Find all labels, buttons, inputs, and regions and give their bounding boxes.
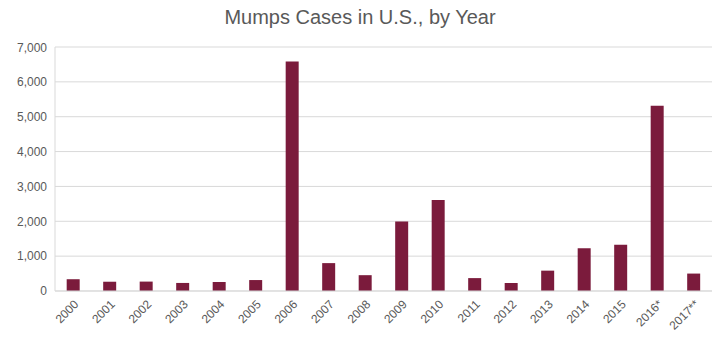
svg-text:2005: 2005 (235, 297, 264, 326)
svg-text:5,000: 5,000 (17, 110, 47, 124)
svg-text:0: 0 (40, 284, 47, 298)
html-text:Mumps Cases in U.S., by Year: Mumps Cases in U.S., by Year (224, 6, 496, 28)
svg-text:2006: 2006 (272, 297, 301, 326)
svg-text:2000: 2000 (53, 297, 82, 326)
svg-text:2001: 2001 (89, 297, 118, 326)
svg-text:2,000: 2,000 (17, 215, 47, 229)
svg-text:2011: 2011 (455, 297, 483, 325)
svg-text:2004: 2004 (199, 297, 228, 326)
svg-text:1,000: 1,000 (17, 249, 47, 263)
svg-text:2016*: 2016* (633, 297, 665, 329)
svg-text:7,000: 7,000 (17, 41, 47, 55)
svg-text:2008: 2008 (345, 297, 374, 326)
svg-text:2003: 2003 (162, 297, 191, 326)
svg-text:6,000: 6,000 (17, 75, 47, 89)
svg-text:2013: 2013 (527, 297, 556, 326)
svg-text:2012: 2012 (491, 297, 520, 326)
svg-text:2009: 2009 (381, 297, 410, 326)
svg-text:4,000: 4,000 (17, 145, 47, 159)
svg-text:2010: 2010 (418, 297, 447, 326)
svg-text:2015: 2015 (600, 297, 629, 326)
svg-text:2017**: 2017** (667, 297, 703, 333)
svg-text:3,000: 3,000 (17, 180, 47, 194)
svg-text:2014: 2014 (564, 297, 593, 326)
svg-text:2002: 2002 (126, 297, 155, 326)
svg-text:2007: 2007 (308, 297, 337, 326)
